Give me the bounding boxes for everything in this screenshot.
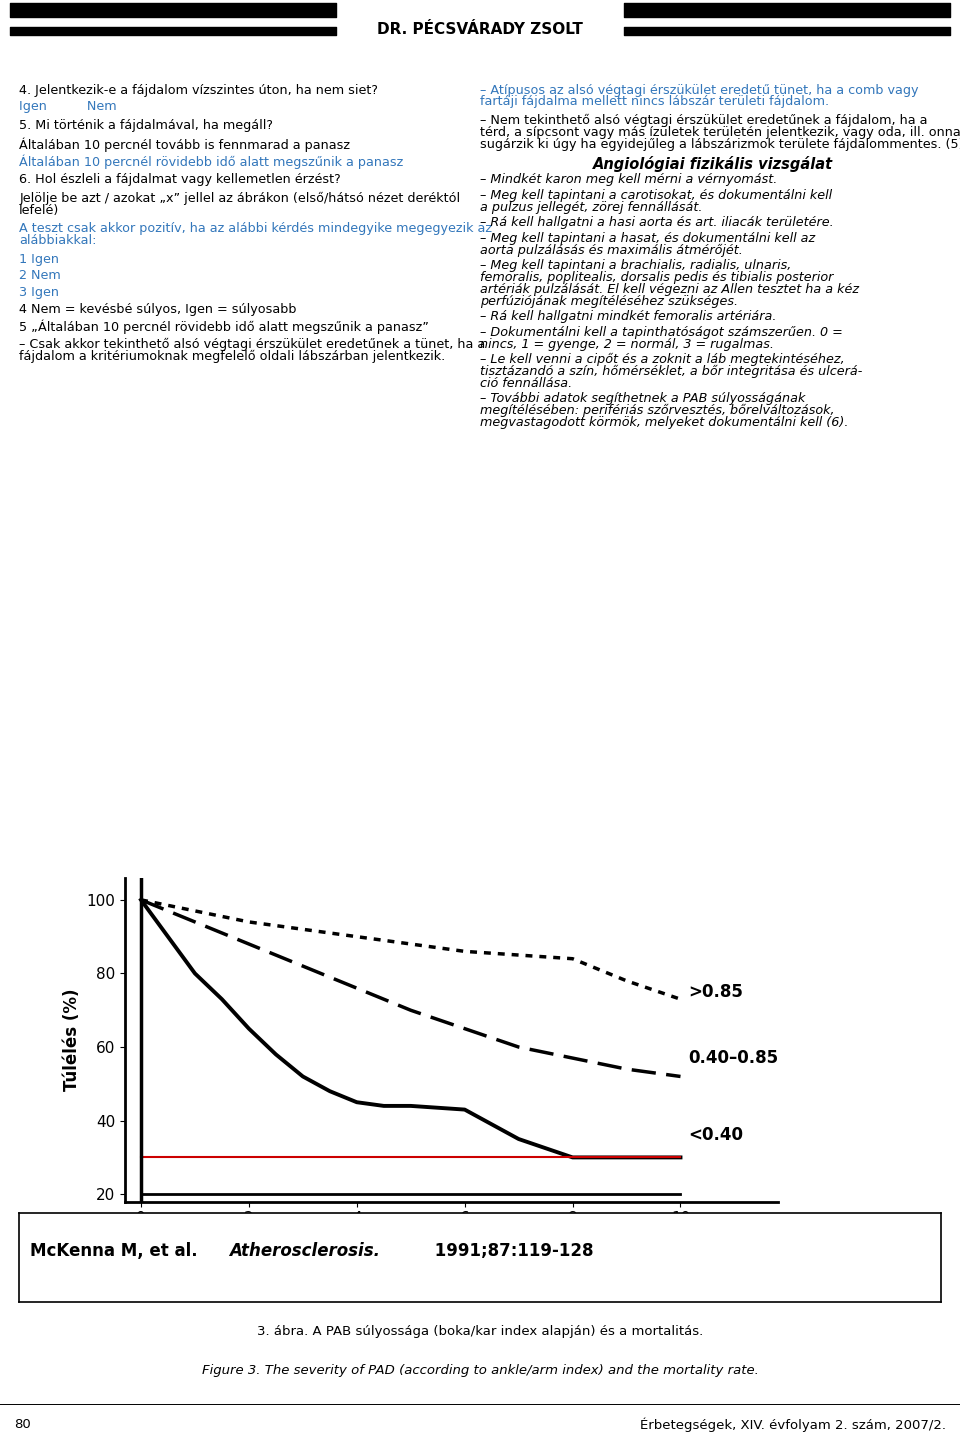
Text: 1991;87:119-128: 1991;87:119-128 xyxy=(429,1242,594,1259)
Text: 4 Nem = kevésbé súlyos, Igen = súlyosabb: 4 Nem = kevésbé súlyos, Igen = súlyosabb xyxy=(19,302,297,315)
Text: ció fennállása.: ció fennállása. xyxy=(480,377,572,390)
Text: a pulzus jellegét, zörej fennállását.: a pulzus jellegét, zörej fennállását. xyxy=(480,200,703,213)
Text: térd, a sípcsont vagy más ízületek területén jelentkezik, vagy oda, ill. onnan: térd, a sípcsont vagy más ízületek terül… xyxy=(480,125,960,138)
Text: megvastagodott körmök, melyeket dokumentálni kell (6).: megvastagodott körmök, melyeket dokument… xyxy=(480,416,849,429)
Text: fartáji fájdalma mellett nincs lábszár területi fájdalom.: fartáji fájdalma mellett nincs lábszár t… xyxy=(480,95,829,108)
Text: 5 „Általában 10 percnél rövidebb idő alatt megszűnik a panasz”: 5 „Általában 10 percnél rövidebb idő ala… xyxy=(19,319,429,334)
Text: artériák pulzálását. El kell végezni az Allen tesztet ha a kéz: artériák pulzálását. El kell végezni az … xyxy=(480,283,859,296)
Text: lefelé): lefelé) xyxy=(19,203,60,217)
Text: 4. Jelentkezik-e a fájdalom vízszintes úton, ha nem siet?: 4. Jelentkezik-e a fájdalom vízszintes ú… xyxy=(19,83,378,96)
Text: Figure 3. The severity of PAD (according to ankle/arm index) and the mortality r: Figure 3. The severity of PAD (according… xyxy=(202,1364,758,1377)
Text: – Rá kell hallgatni mindkét femoralis artériára.: – Rá kell hallgatni mindkét femoralis ar… xyxy=(480,311,777,324)
Text: – Rá kell hallgatni a hasi aorta és art. iliacák területére.: – Rá kell hallgatni a hasi aorta és art.… xyxy=(480,216,833,229)
Text: – Le kell venni a cipőt és a zoknit a láb megtekintéséhez,: – Le kell venni a cipőt és a zoknit a lá… xyxy=(480,354,845,367)
Text: Atherosclerosis.: Atherosclerosis. xyxy=(229,1242,380,1259)
Text: 6. Hol észleli a fájdalmat vagy kellemetlen érzést?: 6. Hol észleli a fájdalmat vagy kellemet… xyxy=(19,173,341,186)
Y-axis label: Túlélés (%): Túlélés (%) xyxy=(62,989,81,1091)
Text: <0.40: <0.40 xyxy=(688,1127,744,1144)
Text: – Meg kell tapintani a hasat, és dokumentálni kell az: – Meg kell tapintani a hasat, és dokumen… xyxy=(480,232,815,245)
Text: tisztázandó a szín, hőmérséklet, a bőr integritása és ulcerá-: tisztázandó a szín, hőmérséklet, a bőr i… xyxy=(480,366,862,378)
Text: Általában 10 percnél tovább is fennmarad a panasz: Általában 10 percnél tovább is fennmarad… xyxy=(19,138,350,153)
Text: 0.40–0.85: 0.40–0.85 xyxy=(688,1049,779,1068)
Text: 3. ábra. A PAB súlyossága (boka/kar index alapján) és a mortalitás.: 3. ábra. A PAB súlyossága (boka/kar inde… xyxy=(257,1325,703,1338)
Text: Érbetegségek, XIV. évfolyam 2. szám, 2007/2.: Érbetegségek, XIV. évfolyam 2. szám, 200… xyxy=(639,1417,946,1432)
Text: >0.85: >0.85 xyxy=(688,983,743,1002)
Text: sugárzik ki úgy ha egyidejűleg a lábszárizmok területe fájdalommentes. (5): sugárzik ki úgy ha egyidejűleg a lábszár… xyxy=(480,138,960,151)
Text: perfúziójának megítéléséhez szükséges.: perfúziójának megítéléséhez szükséges. xyxy=(480,295,738,308)
Text: – Meg kell tapintani a brachialis, radialis, ulnaris,: – Meg kell tapintani a brachialis, radia… xyxy=(480,259,791,272)
Text: – Nem tekinthető alsó végtagi érszükület eredetűnek a fájdalom, ha a: – Nem tekinthető alsó végtagi érszükület… xyxy=(480,114,927,127)
Text: – További adatok segíthetnek a PAB súlyosságának: – További adatok segíthetnek a PAB súlyo… xyxy=(480,393,805,406)
Text: – Csak akkor tekinthető alsó végtagi érszükület eredetűnek a tünet, ha a: – Csak akkor tekinthető alsó végtagi érs… xyxy=(19,338,486,351)
Text: – Mindkét karon meg kell mérni a vérnyomást.: – Mindkét karon meg kell mérni a vérnyom… xyxy=(480,173,778,186)
Text: 5. Mi történik a fájdalmával, ha megáll?: 5. Mi történik a fájdalmával, ha megáll? xyxy=(19,119,274,132)
Text: femoralis, poplitealis, dorsalis pedis és tibialis posterior: femoralis, poplitealis, dorsalis pedis é… xyxy=(480,271,833,283)
X-axis label: évek: évek xyxy=(423,1232,479,1252)
Text: fájdalom a kritériumoknak megfelelő oldali lábszárban jelentkezik.: fájdalom a kritériumoknak megfelelő olda… xyxy=(19,350,445,363)
Text: – Atípusos az alsó végtagi érszükület eredetű tünet, ha a comb vagy: – Atípusos az alsó végtagi érszükület er… xyxy=(480,83,919,96)
Text: 1 Igen: 1 Igen xyxy=(19,253,60,266)
Text: DR. PÉCSVÁRADY ZSOLT: DR. PÉCSVÁRADY ZSOLT xyxy=(377,22,583,36)
Text: McKenna M, et al.: McKenna M, et al. xyxy=(31,1242,204,1259)
Text: – Meg kell tapintani a carotisokat, és dokumentálni kell: – Meg kell tapintani a carotisokat, és d… xyxy=(480,189,832,201)
Text: A teszt csak akkor pozitív, ha az alábbi kérdés mindegyike megegyezik az: A teszt csak akkor pozitív, ha az alábbi… xyxy=(19,222,492,236)
Text: Igen          Nem: Igen Nem xyxy=(19,101,117,114)
Text: alábbiakkal:: alábbiakkal: xyxy=(19,235,97,248)
Text: Jelölje be azt / azokat „x” jellel az ábrákon (első/hátsó nézet deréktól: Jelölje be azt / azokat „x” jellel az áb… xyxy=(19,191,461,206)
Text: Angiológiai fizikális vizsgálat: Angiológiai fizikális vizsgálat xyxy=(592,157,833,173)
Text: 80: 80 xyxy=(14,1419,31,1432)
Text: Általában 10 percnél rövidebb idő alatt megszűnik a panasz: Általában 10 percnél rövidebb idő alatt … xyxy=(19,154,403,168)
Text: megítélésében: perifériás szőrvesztés, bőrelváltozások,: megítélésében: perifériás szőrvesztés, b… xyxy=(480,404,834,417)
Text: 2 Nem: 2 Nem xyxy=(19,269,60,282)
Text: nincs, 1 = gyenge, 2 = normál, 3 = rugalmas.: nincs, 1 = gyenge, 2 = normál, 3 = rugal… xyxy=(480,338,774,351)
Text: – Dokumentálni kell a tapinthatóságot számszerűen. 0 =: – Dokumentálni kell a tapinthatóságot sz… xyxy=(480,325,843,340)
Text: aorta pulzálásás és maximális átmérőjét.: aorta pulzálásás és maximális átmérőjét. xyxy=(480,243,743,258)
Text: 3 Igen: 3 Igen xyxy=(19,286,60,299)
